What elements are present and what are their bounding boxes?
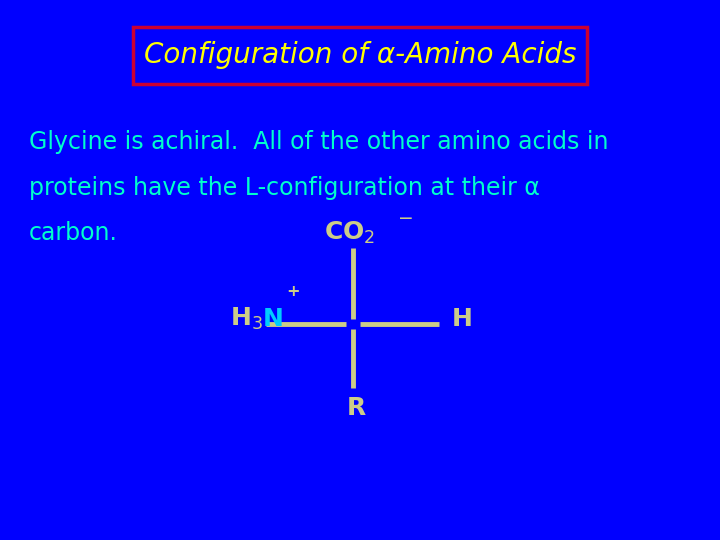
Text: N: N <box>263 307 284 330</box>
Text: Configuration of α-Amino Acids: Configuration of α-Amino Acids <box>144 42 576 69</box>
Text: H: H <box>452 307 473 330</box>
Text: carbon.: carbon. <box>29 221 117 245</box>
Text: +: + <box>287 284 300 299</box>
Text: CO$_2$: CO$_2$ <box>323 219 375 246</box>
Text: proteins have the L-configuration at their α: proteins have the L-configuration at the… <box>29 176 540 199</box>
Text: $-$: $-$ <box>397 207 413 226</box>
Text: H$_3$: H$_3$ <box>230 306 263 332</box>
Text: Glycine is achiral.  All of the other amino acids in: Glycine is achiral. All of the other ami… <box>29 130 608 153</box>
Text: R: R <box>347 396 366 420</box>
FancyBboxPatch shape <box>133 27 587 84</box>
